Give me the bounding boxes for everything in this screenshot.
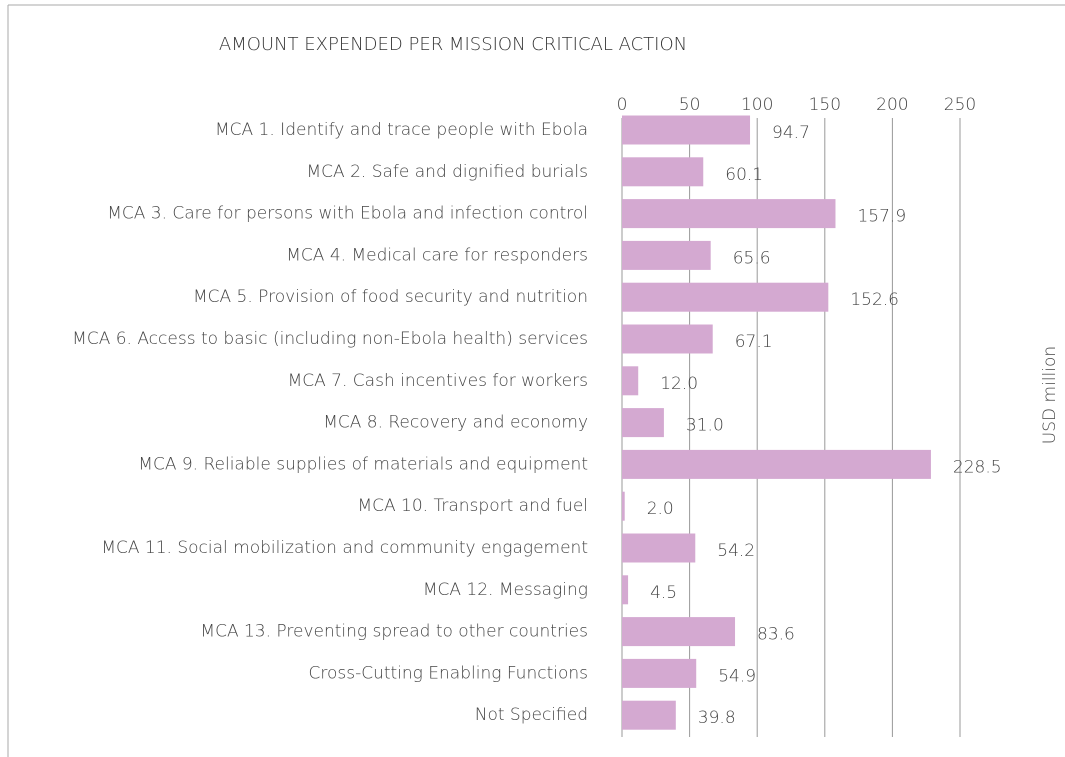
bar [622, 282, 829, 312]
value-label: 12.0 [660, 374, 698, 394]
value-label: 60.1 [725, 165, 763, 185]
y-tick-label: MCA 2. Safe and dignified burials [307, 162, 589, 182]
y-tick-label: MCA 1. Identify and trace people with Eb… [215, 120, 588, 140]
bar [622, 408, 664, 438]
value-label: 2.0 [647, 499, 674, 519]
y-tick-label: MCA 11. Social mobilization and communit… [101, 538, 588, 558]
y-tick-label: MCA 7. Cash incentives for workers [288, 371, 588, 391]
bar [622, 617, 736, 647]
value-label: 157.9 [857, 207, 906, 227]
value-label: 67.1 [735, 332, 773, 352]
value-label: 54.2 [717, 541, 755, 561]
y-tick-label: Cross-Cutting Enabling Functions [308, 663, 588, 683]
value-label: 228.5 [953, 457, 1002, 477]
x-tick-label: 150 [809, 95, 841, 115]
value-label: 31.0 [686, 416, 724, 436]
bar [622, 658, 697, 688]
bar [622, 115, 751, 145]
bar [622, 157, 704, 187]
chart-title: AMOUNT EXPENDED PER MISSION CRITICAL ACT… [219, 34, 687, 55]
y-tick-label: MCA 6. Access to basic (including non-Eb… [72, 329, 588, 349]
axis-label: USD million [1040, 346, 1060, 444]
value-label: 54.9 [718, 666, 756, 686]
bar [622, 449, 931, 479]
value-label: 94.7 [772, 123, 810, 143]
y-tick-label: MCA 12. Messaging [423, 580, 588, 600]
y-tick-label: MCA 10. Transport and fuel [357, 496, 588, 516]
bar [622, 366, 639, 396]
bar [622, 324, 713, 354]
value-label: 65.6 [733, 248, 771, 268]
y-tick-label: MCA 4. Medical care for responders [286, 245, 588, 265]
x-tick-label: 0 [617, 95, 628, 115]
x-tick-label: 100 [741, 95, 773, 115]
value-label: 4.5 [650, 583, 677, 603]
x-tick-label: 50 [679, 95, 701, 115]
bar [622, 199, 836, 229]
y-tick-label: MCA 3. Care for persons with Ebola and i… [107, 204, 588, 224]
value-label: 39.8 [698, 708, 736, 728]
bar [622, 491, 625, 521]
bar [622, 575, 629, 605]
bar [622, 533, 696, 563]
y-tick-label: MCA 5. Provision of food security and nu… [193, 287, 588, 307]
y-tick-label: Not Specified [475, 705, 588, 725]
x-tick-label: 200 [876, 95, 908, 115]
x-tick-label: 250 [944, 95, 976, 115]
value-label: 83.6 [757, 625, 795, 645]
value-label: 152.6 [850, 290, 899, 310]
bar [622, 700, 676, 730]
y-tick-label: MCA 9. Reliable supplies of materials an… [138, 454, 588, 474]
bar [622, 240, 711, 270]
y-tick-label: MCA 8. Recovery and economy [323, 413, 588, 433]
y-tick-label: MCA 13. Preventing spread to other count… [200, 622, 588, 642]
